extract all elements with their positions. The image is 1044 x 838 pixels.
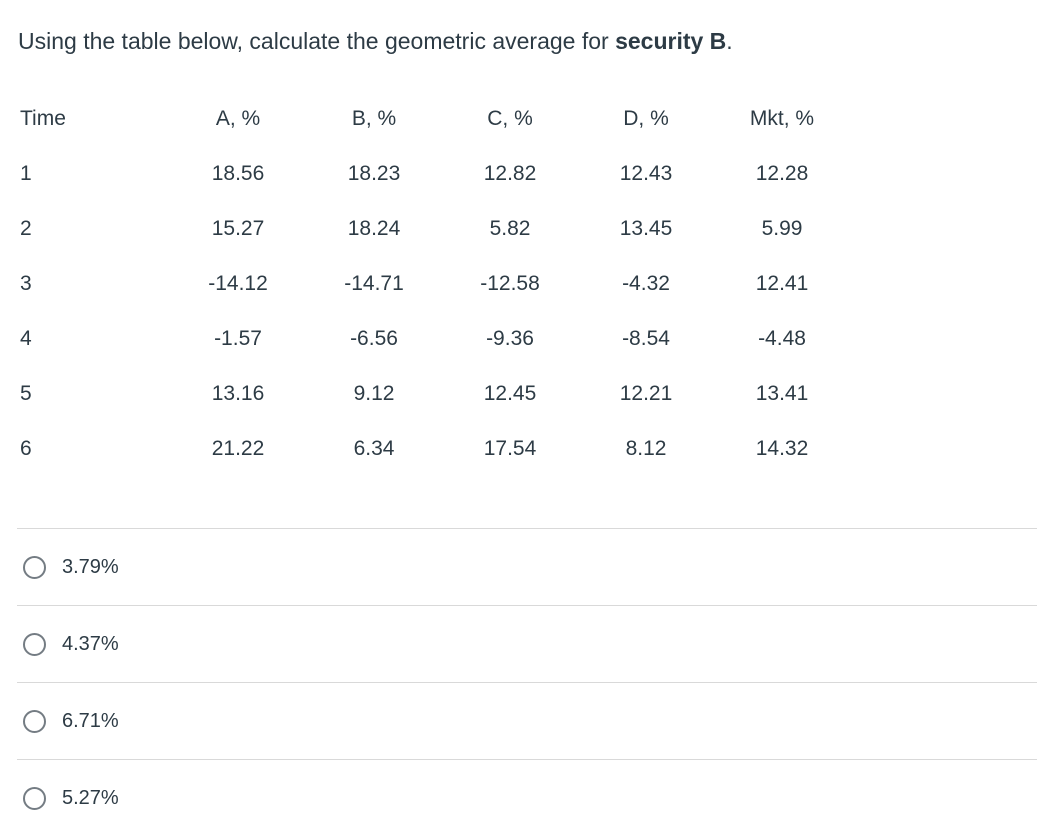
- table-row: 1 18.56 18.23 12.82 12.43 12.28: [20, 146, 850, 201]
- returns-table-head: Time A, % B, % C, % D, % Mkt, %: [20, 91, 850, 146]
- value-cell: -12.58: [480, 271, 540, 295]
- value-cell: 12.45: [483, 381, 537, 405]
- value-cell: 13.45: [619, 216, 673, 240]
- answer-option[interactable]: 3.79%: [17, 528, 1037, 605]
- value-cell: -1.57: [214, 326, 262, 350]
- value-cell: 8.12: [625, 436, 667, 460]
- value-cell: 5.99: [761, 216, 803, 240]
- time-cell: 5: [20, 381, 32, 405]
- column-header: B, %: [351, 106, 397, 130]
- value-cell: 13.41: [755, 381, 809, 405]
- answer-options: 3.79% 4.37% 6.71% 5.27%: [17, 528, 1037, 836]
- value-cell: 5.82: [489, 216, 531, 240]
- returns-table-header-row: Time A, % B, % C, % D, % Mkt, %: [20, 91, 850, 146]
- table-row: 6 21.22 6.34 17.54 8.12 14.32: [20, 421, 850, 476]
- column-header: D, %: [623, 106, 669, 130]
- answer-option[interactable]: 5.27%: [17, 759, 1037, 836]
- value-cell: -14.12: [208, 271, 268, 295]
- radio-button-icon[interactable]: [23, 709, 46, 733]
- time-cell: 6: [20, 436, 32, 460]
- value-cell: -9.36: [486, 326, 534, 350]
- table-row: 2 15.27 18.24 5.82 13.45 5.99: [20, 201, 850, 256]
- value-cell: -14.71: [344, 271, 404, 295]
- value-cell: 14.32: [755, 436, 809, 460]
- radio-button-icon[interactable]: [23, 555, 46, 579]
- time-cell: 3: [20, 271, 32, 295]
- value-cell: 18.24: [347, 216, 401, 240]
- value-cell: 18.23: [347, 161, 401, 185]
- value-cell: 18.56: [211, 161, 265, 185]
- value-cell: 12.28: [755, 161, 809, 185]
- value-cell: 9.12: [353, 381, 395, 405]
- time-cell: 1: [20, 161, 32, 185]
- answer-option-label: 4.37%: [62, 633, 119, 655]
- radio-button-icon[interactable]: [23, 632, 46, 656]
- value-cell: -8.54: [622, 326, 670, 350]
- value-cell: 6.34: [353, 436, 395, 460]
- column-header: A, %: [215, 106, 261, 130]
- time-cell: 4: [20, 326, 32, 350]
- table-row: 5 13.16 9.12 12.45 12.21 13.41: [20, 366, 850, 421]
- value-cell: 15.27: [211, 216, 265, 240]
- answer-option-label: 3.79%: [62, 556, 119, 578]
- answer-option-label: 6.71%: [62, 710, 119, 732]
- value-cell: 12.41: [755, 271, 809, 295]
- column-header: Time: [20, 106, 66, 130]
- answer-option[interactable]: 6.71%: [17, 682, 1037, 759]
- value-cell: 12.21: [619, 381, 673, 405]
- value-cell: 12.82: [483, 161, 537, 185]
- value-cell: 13.16: [211, 381, 265, 405]
- answer-option[interactable]: 4.37%: [17, 605, 1037, 682]
- question-text-prefix: Using the table below, calculate the geo…: [18, 28, 616, 54]
- value-cell: -6.56: [350, 326, 398, 350]
- value-cell: 21.22: [211, 436, 265, 460]
- answer-option-label: 5.27%: [62, 787, 119, 809]
- value-cell: -4.32: [622, 271, 670, 295]
- column-header: C, %: [487, 106, 533, 130]
- time-cell: 2: [20, 216, 32, 240]
- table-row: 3 -14.12 -14.71 -12.58 -4.32 12.41: [20, 256, 850, 311]
- column-header: Mkt, %: [749, 106, 815, 130]
- question-text-emphasis: security B: [615, 28, 727, 54]
- table-row: 4 -1.57 -6.56 -9.36 -8.54 -4.48: [20, 311, 850, 366]
- radio-button-icon[interactable]: [23, 786, 46, 810]
- value-cell: -4.48: [758, 326, 806, 350]
- value-cell: 12.43: [619, 161, 673, 185]
- question-text: Using the table below, calculate the geo…: [0, 0, 1044, 56]
- returns-table-body: 1 18.56 18.23 12.82 12.43 12.28 2 15.27 18.24 5.8…: [20, 146, 850, 476]
- returns-table: Time A, % B, % C, % D, % Mkt, % 1 18.56 18.23 12…: [20, 91, 850, 476]
- question-text-suffix: .: [726, 28, 733, 54]
- value-cell: 17.54: [483, 436, 537, 460]
